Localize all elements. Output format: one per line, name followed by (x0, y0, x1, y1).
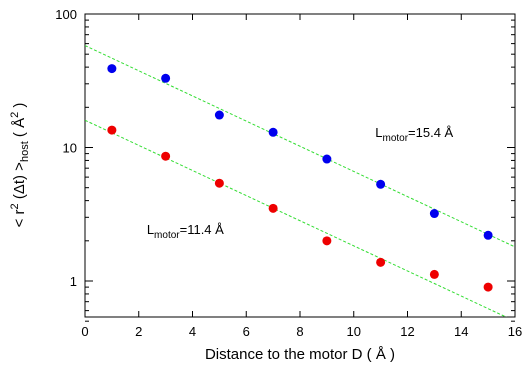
annotations: Lmotor=15.4 Å Lmotor=11.4 Å (147, 125, 454, 241)
x-tick-label: 6 (243, 324, 250, 339)
data-point-series-2 (322, 236, 332, 246)
y-tick-label: 1 (70, 274, 77, 289)
annotation-lmotor-2: Lmotor=11.4 Å (147, 222, 224, 241)
x-tick-label: 8 (296, 324, 303, 339)
fit-lines (85, 45, 515, 317)
y-tick-label: 100 (55, 7, 77, 22)
data-point-series-1 (322, 154, 332, 164)
x-tick-label: 10 (347, 324, 361, 339)
axis-ticks: 0 2 4 6 8 10 12 14 16 1 10 100 (55, 7, 522, 339)
x-tick-label: 2 (135, 324, 142, 339)
data-point-series-2 (214, 178, 224, 188)
data-point-series-1 (107, 64, 117, 74)
data-point-series-2 (483, 282, 493, 292)
x-tick-label: 4 (189, 324, 196, 339)
data-point-series-2 (376, 257, 386, 267)
data-point-series-2 (429, 269, 439, 279)
x-tick-label: 14 (454, 324, 468, 339)
data-point-series-2 (268, 203, 278, 213)
fit-line-2 (85, 119, 508, 317)
data-point-series-2 (161, 151, 171, 161)
data-point-series-1 (483, 230, 493, 240)
x-axis-label: Distance to the motor D ( Å ) (205, 346, 395, 363)
y-tick-label: 10 (63, 141, 77, 156)
x-tick-label: 12 (400, 324, 414, 339)
data-point-series-1 (429, 209, 439, 219)
annotation-lmotor-1: Lmotor=15.4 Å (375, 125, 453, 144)
y-axis-label: < r2 (Δt) >host ( Å2 ) (9, 103, 31, 228)
plot-frame (84, 13, 516, 318)
fit-line-1 (85, 45, 515, 248)
x-tick-label: 16 (508, 324, 522, 339)
data-point-series-1 (214, 110, 224, 120)
data-point-series-1 (376, 179, 386, 189)
x-tick-label: 0 (81, 324, 88, 339)
data-point-series-2 (107, 125, 117, 135)
data-points (107, 64, 493, 292)
data-point-series-1 (161, 73, 171, 83)
data-point-series-1 (268, 127, 278, 137)
